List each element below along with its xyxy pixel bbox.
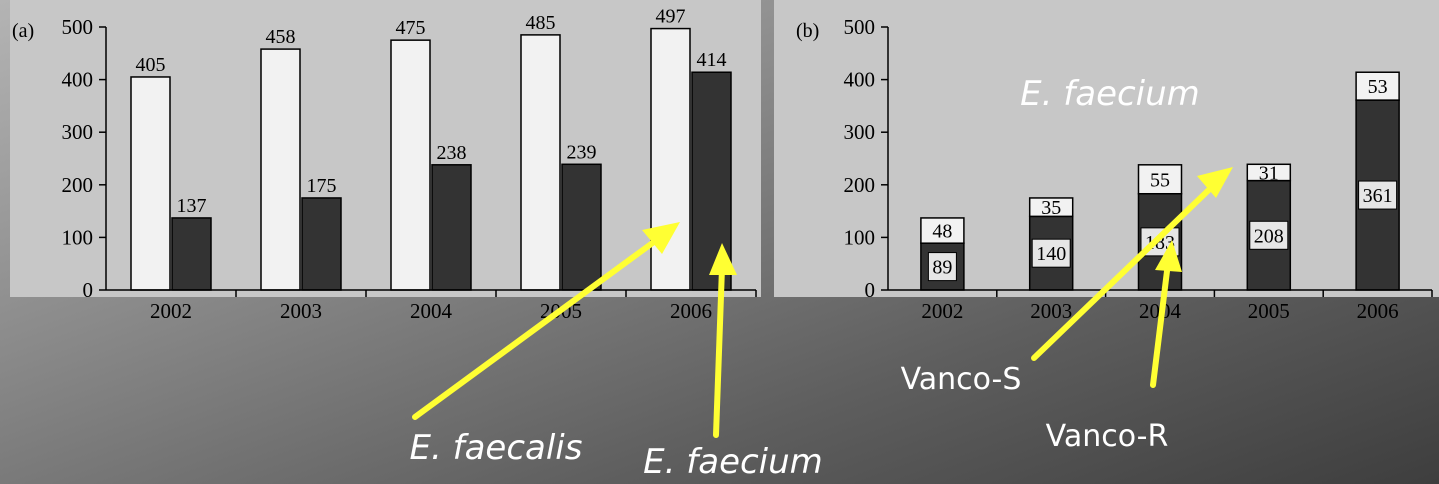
chart-b-y-tick-label: 0	[865, 278, 876, 302]
chart-a-bar-faecalis	[650, 27, 691, 291]
chart-b-y-tick-label: 500	[844, 15, 876, 39]
annotation-arrows	[412, 167, 1233, 438]
chart-a-data-label-faecium: 239	[567, 141, 597, 163]
chart-b-data-label-vanco-s: 31	[1259, 162, 1279, 184]
chart-b-y-tick-label: 400	[844, 68, 876, 92]
chart-b-x-tick-label: 2002	[921, 299, 963, 323]
chart-a-bar-faecalis	[390, 39, 431, 291]
arrow-faecalis	[412, 233, 665, 420]
chart-b-y-axis: 0 100 200 300 400 500	[844, 15, 889, 302]
chart-a-bar-faecalis	[520, 34, 561, 291]
chart-a-y-axis: 0 100 200 300 400 500	[62, 15, 107, 302]
label-faecium: E. faecium	[643, 442, 823, 482]
arrow-faecium-head	[709, 243, 737, 275]
chart-b-y-tick-label: 200	[844, 173, 876, 197]
chart-b-data-label-vanco-s: 35	[1041, 197, 1061, 219]
label-vanco-r: Vanco-R	[1046, 419, 1169, 454]
chart-a-bar-faecium	[431, 164, 472, 291]
chart-b: (b) E. faecium 0 100 200 300 400 500 89 48 140 3…	[774, 0, 1439, 323]
chart-b-data-label-vanco-s: 48	[932, 221, 952, 243]
chart-a-x-tick-label: 2002	[150, 299, 192, 323]
chart-a-y-tick-label: 300	[62, 120, 94, 144]
chart-a-data-label-faecium: 238	[437, 142, 467, 164]
chart-a-x-tick-label: 2006	[670, 299, 712, 323]
chart-b-data-label-vanco-s: 55	[1150, 169, 1170, 191]
chart-b-data-label-box-vanco-r	[1249, 220, 1289, 250]
chart-a-data-label-faecalis: 475	[396, 17, 426, 39]
chart-b-panel-label: (b)	[796, 20, 819, 42]
chart-b-y-tick-label: 300	[844, 120, 876, 144]
chart-b-data-label-box-vanco-r	[1358, 180, 1398, 210]
chart-a-data-label-faecalis: 485	[526, 12, 556, 34]
chart-a: (a) 0 100 200 300 400 500 405 137 458 175 475 238 4…	[10, 0, 761, 323]
chart-a-y-tick-label: 100	[62, 225, 94, 249]
chart-b-bar-vanco-s	[1355, 71, 1400, 101]
chart-b-x-tick-label: 2005	[1248, 299, 1290, 323]
chart-b-bar-vanco-s	[1246, 163, 1292, 182]
chart-a-panel-label: (a)	[12, 20, 34, 42]
chart-b-data-label-vanco-r: 208	[1254, 225, 1284, 247]
chart-b-bar-vanco-s	[1137, 164, 1183, 195]
chart-a-data-label-faecium: 137	[177, 195, 207, 217]
chart-a-y-tick-label: 500	[62, 15, 94, 39]
chart-a-data-label-faecalis: 458	[266, 26, 296, 48]
arrow-faecium	[713, 265, 725, 438]
chart-a-bar-faecium	[171, 217, 212, 291]
chart-a-bar-faecalis	[130, 76, 171, 291]
chart-a-data-label-faecalis: 497	[656, 6, 686, 28]
chart-a-data-label-faecium: 175	[307, 175, 337, 197]
chart-a-x-axis: 2002 2003 2004 2005 2006	[106, 289, 757, 323]
label-faecalis: E. faecalis	[410, 428, 583, 468]
chart-a-bar-faecium	[301, 197, 342, 291]
chart-b-background	[774, 0, 1439, 297]
chart-a-data-label-faecium: 414	[697, 49, 727, 71]
chart-a-bar-faecium	[561, 163, 602, 291]
chart-b-x-tick-label: 2006	[1357, 299, 1399, 323]
chart-a-data-label-faecalis: 405	[136, 54, 166, 76]
arrow-vanco-r-head	[1155, 240, 1182, 272]
arrow-faecalis-head	[642, 222, 680, 254]
chart-b-x-tick-label: 2003	[1030, 299, 1072, 323]
chart-b-bar-vanco-s	[1028, 197, 1074, 218]
chart-b-x-axis: 2002 2003 2004 2005 2006	[888, 289, 1433, 323]
chart-b-data-label-vanco-r: 89	[932, 257, 952, 279]
chart-b-bar-vanco-s	[920, 217, 965, 244]
chart-b-data-label-box-vanco-r	[1031, 238, 1071, 268]
chart-b-title: E. faecium	[1020, 74, 1200, 114]
chart-a-y-tick-label: 0	[83, 278, 94, 302]
chart-a-x-tick-label: 2004	[410, 299, 453, 323]
chart-a-y-tick-label: 400	[62, 68, 94, 92]
chart-a-y-tick-label: 200	[62, 173, 94, 197]
arrow-vanco-r	[1150, 260, 1171, 388]
arrow-vanco-s	[1031, 180, 1219, 361]
arrow-vanco-s-head	[1197, 167, 1233, 198]
chart-b-data-label-box-vanco-r	[927, 252, 957, 282]
chart-a-background	[10, 0, 761, 297]
chart-b-data-label-vanco-s: 53	[1368, 76, 1388, 98]
chart-a-bar-faecalis	[260, 48, 301, 291]
chart-a-x-tick-label: 2003	[280, 299, 322, 323]
chart-b-data-label-vanco-r: 361	[1363, 185, 1393, 207]
chart-b-y-tick-label: 100	[844, 225, 876, 249]
label-vanco-s: Vanco-S	[901, 362, 1022, 397]
chart-b-data-label-vanco-r: 140	[1036, 243, 1066, 265]
